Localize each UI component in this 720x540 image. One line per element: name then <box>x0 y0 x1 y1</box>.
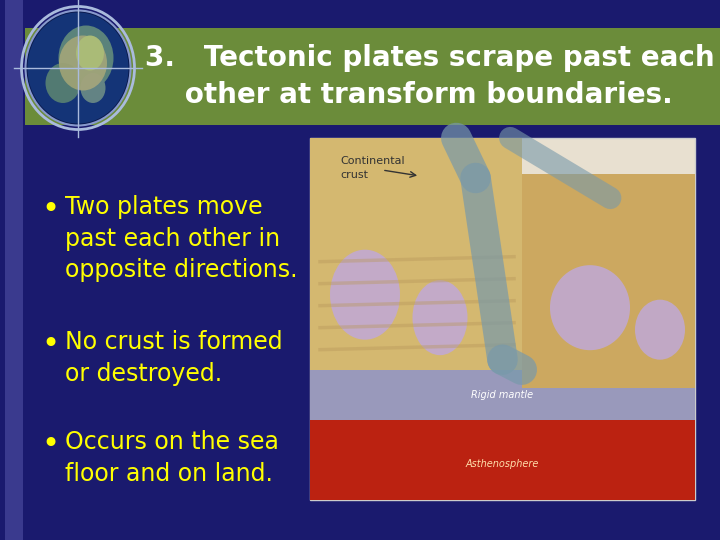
Text: •: • <box>41 195 59 224</box>
Ellipse shape <box>27 12 128 124</box>
Ellipse shape <box>413 280 467 355</box>
Bar <box>310 138 695 500</box>
Text: •: • <box>41 330 59 359</box>
Text: Occurs on the sea
floor and on land.: Occurs on the sea floor and on land. <box>65 430 279 485</box>
Ellipse shape <box>330 249 400 340</box>
Text: No crust is formed
or destroyed.: No crust is formed or destroyed. <box>65 330 283 386</box>
Text: other at transform boundaries.: other at transform boundaries. <box>127 81 673 109</box>
Bar <box>310 420 695 500</box>
Ellipse shape <box>45 63 81 103</box>
Ellipse shape <box>76 36 104 71</box>
Text: Continental: Continental <box>340 156 405 166</box>
Text: Rigid mantle: Rigid mantle <box>472 390 534 400</box>
Text: Asthenosphere: Asthenosphere <box>466 459 539 469</box>
Text: 3.   Tectonic plates scrape past each: 3. Tectonic plates scrape past each <box>145 44 715 72</box>
Ellipse shape <box>58 25 114 91</box>
Ellipse shape <box>550 265 630 350</box>
Bar <box>310 370 695 420</box>
Text: Two plates move
past each other in
opposite directions.: Two plates move past each other in oppos… <box>65 195 297 282</box>
Ellipse shape <box>59 36 107 91</box>
Text: crust: crust <box>340 170 368 180</box>
Bar <box>310 138 522 370</box>
Ellipse shape <box>25 10 130 125</box>
Bar <box>522 174 695 388</box>
Ellipse shape <box>81 73 106 103</box>
Ellipse shape <box>635 300 685 360</box>
Bar <box>25 28 720 125</box>
Text: •: • <box>41 430 59 459</box>
Bar <box>5 0 23 540</box>
